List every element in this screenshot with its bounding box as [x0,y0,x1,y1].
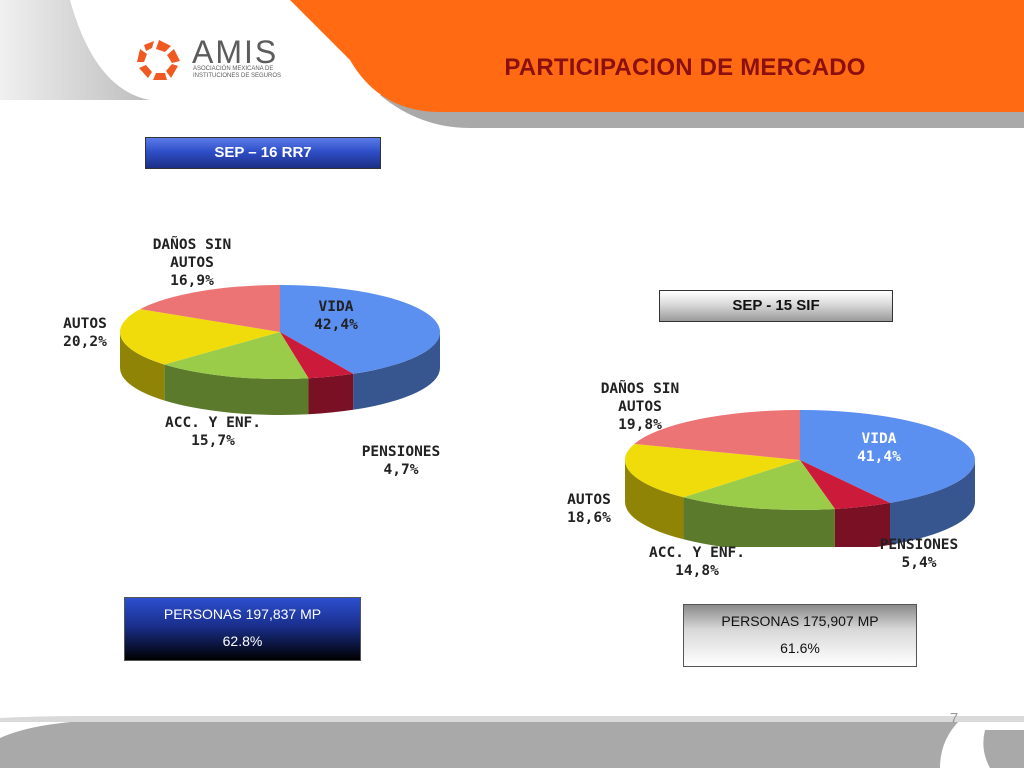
page-number: 7 [950,710,959,727]
summary-percent-sep15: 61.6% [780,640,820,656]
logo-subtitle-line1: ASOCIACIÓN MEXICANA DE [193,66,274,72]
slice-label-autos-line1: AUTOS [63,316,107,332]
period-label-sep15: SEP - 15 SIF [659,290,893,322]
slice-label-danos-2-line1: DAÑOS SIN [600,381,680,397]
slice-label-vida: VIDA 42,4% [300,298,372,334]
period-label-sep16: SEP – 16 RR7 [145,137,381,169]
logo-subtitle: ASOCIACIÓN MEXICANA DE INSTITUCIONES DE … [193,66,303,80]
slice-label-pensiones-2: PENSIONES 5,4% [864,536,974,572]
slice-label-acc-value: 15,7% [191,433,235,449]
pie-side-3 [625,460,684,540]
slice-label-acc-line1: ACC. Y ENF. [164,415,262,431]
pie-side-0 [890,460,975,545]
slice-label-autos-2: AUTOS 18,6% [556,491,622,527]
slice-label-danos-value: 16,9% [170,273,214,289]
logo-text: AMIS [192,34,279,70]
header-orange-banner [290,0,1024,112]
footer-light-band [0,716,1024,722]
slice-label-acc: ACC. Y ENF. 15,7% [158,414,268,450]
summary-box-sep15: PERSONAS 175,907 MP 61.6% [683,604,917,667]
summary-box-sep16: PERSONAS 197,837 MP 62.8% [124,597,361,661]
pie-slice-daños-sin-autos [634,410,800,460]
page-title: PARTICIPACION DE MERCADO [504,54,866,81]
slice-label-vida-line1: VIDA [318,299,354,315]
slice-label-autos-value: 20,2% [63,334,107,350]
pie-slice-vida [280,285,440,374]
pie-slice-autos [625,443,800,498]
slice-label-pensiones-2-value: 5,4% [901,555,937,571]
slice-label-vida-2-line1: VIDA [861,431,897,447]
slice-label-pensiones: PENSIONES 4,7% [346,443,456,479]
slice-label-acc-2-value: 14,8% [675,563,719,579]
slice-label-danos-line2: AUTOS [170,255,214,271]
slice-label-danos-2: DAÑOS SIN AUTOS 19,8% [588,380,692,434]
pie-side-2 [164,364,309,415]
footer-right-corner [983,730,1024,768]
pie-slice-vida [800,410,975,503]
slice-label-autos-2-value: 18,6% [567,510,611,526]
summary-personas-sep16: PERSONAS 197,837 MP [163,606,322,622]
slice-label-pensiones-2-line1: PENSIONES [879,537,959,553]
slice-label-vida-2: VIDA 41,4% [840,430,918,466]
pie-side-1 [308,373,354,415]
header-gray-band-left [0,0,150,100]
slice-label-autos: AUTOS 20,2% [52,315,118,351]
pie-side-1 [834,502,891,547]
slice-label-vida-value: 42,4% [314,317,358,333]
summary-personas-sep15: PERSONAS 175,907 MP [721,613,879,629]
summary-percent-sep16: 62.8% [222,633,263,649]
slice-label-danos-line1: DAÑOS SIN [152,237,232,253]
slice-label-pensiones-line1: PENSIONES [361,444,441,460]
amis-logo-icon [137,40,180,80]
slice-label-autos-2-line1: AUTOS [567,492,611,508]
pie-slice-acc-y-enf- [164,332,309,379]
pie-chart-sep15 [625,410,975,547]
pie-slice-daños-sin-autos [140,285,280,332]
slice-label-acc-2-line1: ACC. Y ENF. [648,545,746,561]
logo-subtitle-line2: INSTITUCIONES DE SEGUROS [193,73,282,79]
slice-label-vida-2-value: 41,4% [857,449,901,465]
pie-slice-acc-y-enf- [683,460,835,510]
slice-label-danos: DAÑOS SIN AUTOS 16,9% [140,236,244,290]
pie-side-2 [683,497,835,547]
pie-side-3 [120,332,165,401]
slice-label-acc-2: ACC. Y ENF. 14,8% [642,544,752,580]
pie-slice-pensiones [800,460,891,509]
slice-label-danos-2-line2: AUTOS [618,399,662,415]
footer-gray-band [0,720,960,768]
pie-slice-autos [120,309,280,365]
pie-side-0 [353,332,440,410]
slice-label-pensiones-value: 4,7% [383,462,419,478]
pie-slice-pensiones [280,332,354,379]
pie-chart-sep16 [120,285,440,415]
slice-label-danos-2-value: 19,8% [618,417,662,433]
